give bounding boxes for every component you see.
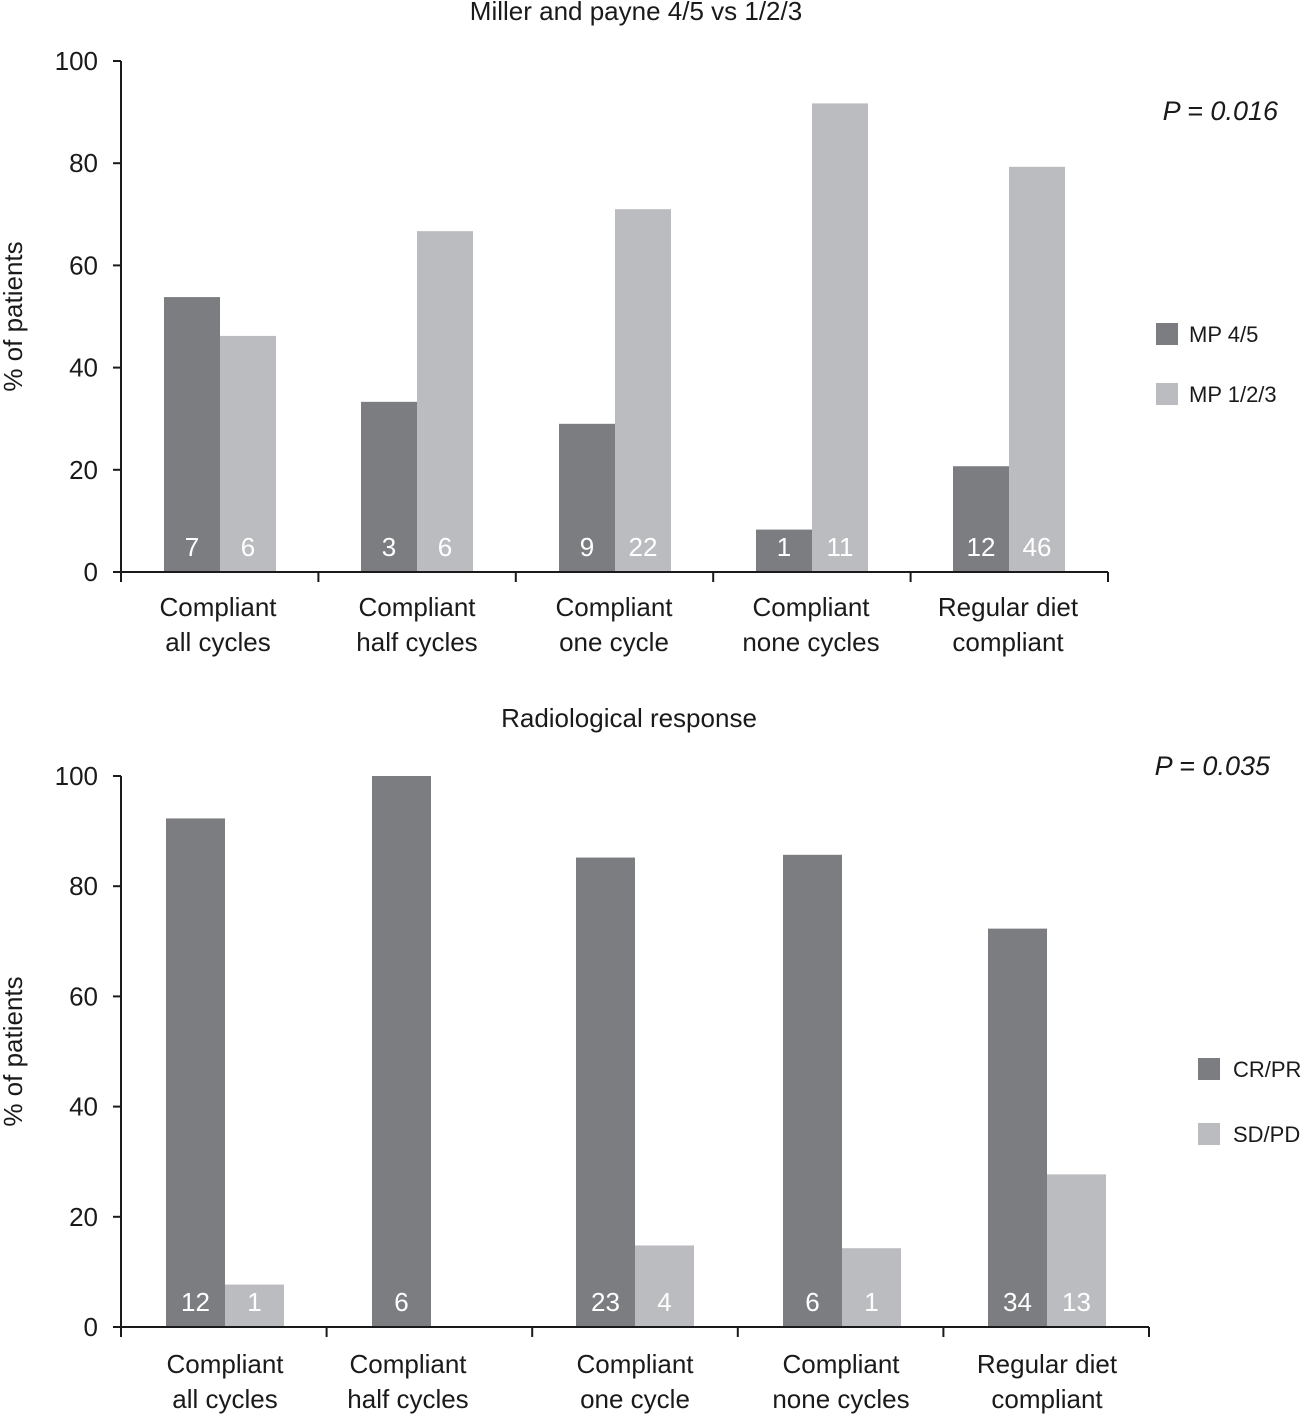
y-tick-label: 20 [69, 1202, 98, 1232]
x-category-label: Regular diet [938, 592, 1079, 622]
bar-mp-1-2-3-0 [220, 335, 276, 572]
p-value-annotation: P = 0.016 [1163, 96, 1279, 126]
bar-cr-pr-2 [576, 857, 635, 1327]
bar-mp-1-2-3-1 [417, 231, 473, 572]
bar-count-label: 1 [247, 1287, 261, 1317]
bar-count-label: 34 [1003, 1287, 1032, 1317]
bar-cr-pr-3 [783, 854, 842, 1327]
bar-count-label: 11 [827, 532, 854, 562]
bar-sd-pd-4 [1047, 1174, 1106, 1327]
x-category-label: one cycle [580, 1384, 690, 1414]
x-category-label: half cycles [347, 1384, 468, 1414]
y-tick-label: 100 [55, 46, 98, 76]
y-axis-label: % of patients [0, 241, 28, 391]
bar-mp-4-5-3 [756, 529, 812, 572]
x-category-label: Compliant [166, 1349, 284, 1379]
chart-title: Miller and payne 4/5 vs 1/2/3 [470, 0, 802, 26]
x-category-label: Regular diet [977, 1349, 1118, 1379]
bar-count-label: 7 [185, 532, 199, 562]
legend-label: SD/PD [1233, 1122, 1300, 1147]
legend-label: MP 1/2/3 [1189, 382, 1277, 407]
y-tick-label: 0 [84, 557, 98, 587]
bar-mp-4-5-1 [361, 401, 417, 572]
x-category-label: one cycle [559, 627, 669, 657]
bar-mp-4-5-2 [559, 423, 615, 572]
x-category-label: Compliant [555, 592, 673, 622]
bar-cr-pr-0 [166, 818, 225, 1327]
bar-count-label: 6 [241, 532, 255, 562]
legend-swatch [1156, 383, 1178, 405]
y-tick-label: 60 [69, 250, 98, 280]
legend-label: CR/PR [1233, 1057, 1301, 1082]
y-tick-label: 80 [69, 871, 98, 901]
x-category-label: all cycles [172, 1384, 277, 1414]
y-tick-label: 20 [69, 455, 98, 485]
y-tick-label: 100 [55, 761, 98, 791]
bar-mp-1-2-3-4 [1009, 166, 1065, 573]
bar-count-label: 6 [394, 1287, 408, 1317]
bar-count-label: 1 [864, 1287, 878, 1317]
x-category-label: none cycles [772, 1384, 909, 1414]
legend-label: MP 4/5 [1189, 322, 1258, 347]
bar-cr-pr-1 [372, 776, 431, 1327]
bar-count-label: 13 [1062, 1287, 1091, 1317]
bar-mp-1-2-3-2 [615, 209, 671, 572]
y-axis-label: % of patients [0, 976, 28, 1126]
y-tick-label: 40 [69, 353, 98, 383]
x-category-label: half cycles [356, 627, 477, 657]
legend-swatch [1198, 1058, 1220, 1080]
bar-sd-pd-3 [842, 1248, 901, 1327]
y-tick-label: 80 [69, 148, 98, 178]
bar-mp-1-2-3-3 [812, 103, 868, 573]
x-category-label: Compliant [576, 1349, 694, 1379]
chart-title: Radiological response [501, 703, 757, 733]
y-tick-label: 60 [69, 981, 98, 1011]
y-tick-label: 0 [84, 1312, 98, 1342]
x-category-label: compliant [952, 627, 1064, 657]
bar-cr-pr-4 [988, 928, 1047, 1327]
x-category-label: all cycles [165, 627, 270, 657]
bar-count-label: 12 [181, 1287, 210, 1317]
bar-count-label: 22 [629, 532, 658, 562]
x-category-label: none cycles [742, 627, 879, 657]
p-value-annotation: P = 0.035 [1155, 751, 1271, 781]
bar-count-label: 23 [591, 1287, 620, 1317]
bar-sd-pd-2 [635, 1245, 694, 1327]
legend-swatch [1198, 1123, 1220, 1145]
bar-mp-4-5-4 [953, 466, 1009, 572]
x-category-label: Compliant [349, 1349, 467, 1379]
bar-count-label: 6 [805, 1287, 819, 1317]
x-category-label: Compliant [358, 592, 476, 622]
x-category-label: Compliant [159, 592, 277, 622]
bar-count-label: 3 [382, 532, 396, 562]
bar-count-label: 46 [1023, 532, 1052, 562]
bar-sd-pd-0 [225, 1284, 284, 1327]
bar-mp-4-5-0 [164, 297, 220, 572]
bar-count-label: 4 [657, 1287, 671, 1317]
y-tick-label: 40 [69, 1092, 98, 1122]
x-category-label: compliant [991, 1384, 1103, 1414]
legend-swatch [1156, 323, 1178, 345]
bar-count-label: 9 [580, 532, 594, 562]
bar-count-label: 6 [438, 532, 452, 562]
bar-count-label: 12 [967, 532, 996, 562]
x-category-label: Compliant [752, 592, 870, 622]
bar-count-label: 1 [777, 532, 791, 562]
x-category-label: Compliant [782, 1349, 900, 1379]
